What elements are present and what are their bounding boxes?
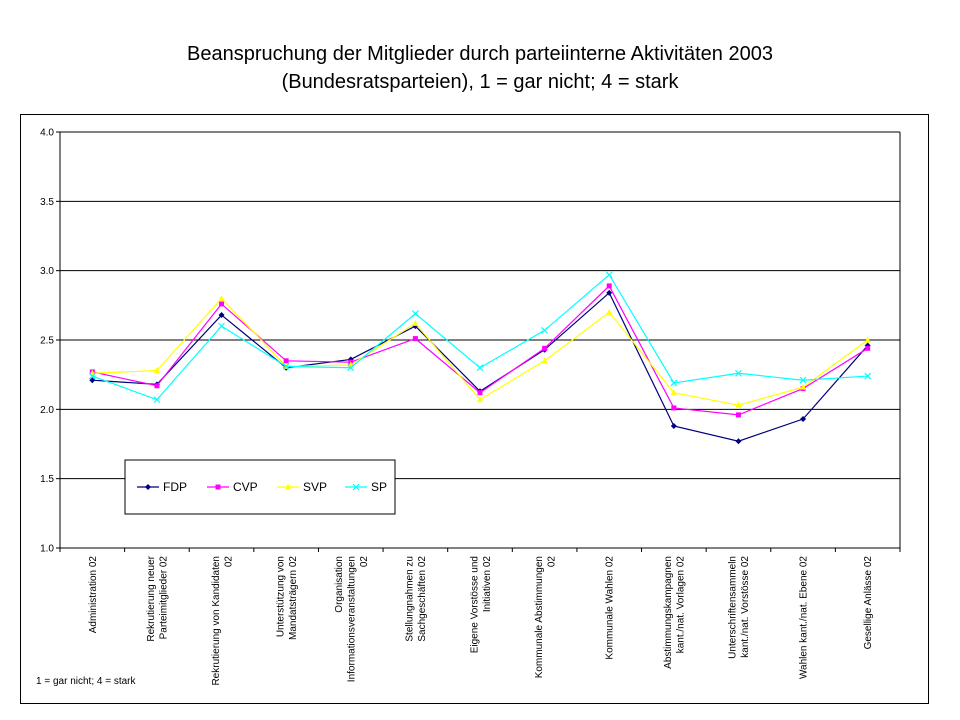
data-point-sp [605,271,613,279]
x-tick-label: Initiativen 02 [482,556,493,613]
legend-marker-fdp [145,484,151,490]
data-point-svp [477,396,483,403]
legend-label-svp: SVP [303,480,327,494]
data-point-cvp [412,336,418,342]
x-tick-label: Mandatsträgern 02 [288,556,299,640]
data-point-fdp [218,312,225,319]
y-tick-label: 4.0 [40,128,54,139]
x-tick-label: 02 [223,556,234,568]
x-tick-label: 02 [359,556,370,568]
data-point-sp [218,322,225,330]
x-tick-label: Unterschriftensammeln [728,556,739,659]
data-point-svp [218,294,225,301]
x-tick-label: Administration 02 [88,556,99,634]
data-point-cvp [477,390,483,396]
data-point-cvp [154,383,160,389]
data-point-sp [541,326,549,334]
data-point-cvp [283,358,289,364]
data-point-svp [606,308,613,315]
data-point-fdp [670,422,677,429]
data-point-svp [153,367,160,374]
data-point-sp [799,376,807,384]
chart-title-line-1: Beanspruchung der Mitglieder durch parte… [187,43,773,65]
data-point-svp [800,383,807,390]
data-point-cvp [606,283,612,289]
y-tick-label: 1.5 [40,474,54,485]
data-point-svp [670,389,677,396]
legend-label-sp: SP [371,480,387,494]
chart-title: Beanspruchung der Mitglieder durch parte… [0,40,960,96]
chart-title-line-2: (Bundesratsparteien), 1 = gar nicht; 4 =… [281,71,679,93]
data-point-fdp [800,416,807,423]
data-point-fdp [606,289,613,296]
y-tick-label: 2.5 [40,336,54,347]
data-point-svp [735,401,742,408]
x-tick-label: Kommunale Abstimmungen [534,556,545,678]
data-point-sp [153,396,161,404]
x-tick-label: Parteimitglieder 02 [159,556,170,640]
footnote: 1 = gar nicht; 4 = stark [36,676,136,687]
data-point-cvp [542,345,548,351]
data-point-fdp [89,377,96,384]
data-point-cvp [671,405,677,411]
x-tick-label: Stellungnahmen zu [405,556,416,642]
data-point-svp [864,336,871,343]
data-point-sp [411,310,419,318]
x-tick-label: Rekrutierung von Kandidaten [211,556,222,686]
data-point-sp [88,372,96,380]
legend-marker-svp [285,483,291,490]
x-tick-label: Gesellige Anlässe 02 [863,556,874,650]
data-point-cvp [735,412,741,418]
x-tick-label: kant./nat. Vorlagen 02 [676,556,687,654]
x-tick-label: Organisation [334,556,345,613]
y-tick-label: 2.0 [40,405,54,416]
series-line-sp [92,273,868,401]
data-point-sp [476,364,484,372]
legend-marker-cvp [215,484,221,490]
data-point-sp [735,369,742,377]
data-point-fdp [735,438,742,445]
data-point-cvp [219,301,225,307]
x-tick-label: Wahlen kant./nat. Ebene 02 [799,556,810,679]
y-tick-label: 3.5 [40,197,54,208]
x-tick-label: Rekrutierung neuer [146,555,157,641]
x-tick-label: Unterstützung von [275,556,286,637]
data-point-sp [282,362,290,370]
x-tick-label: kant./nat. Vorstösse 02 [740,556,751,658]
x-tick-label: Sachgeschäften 02 [417,556,428,642]
data-point-cvp [865,345,871,351]
data-point-svp [541,357,548,364]
x-tick-label: Abstimmungskampagnen [663,556,674,669]
legend-label-fdp: FDP [163,480,187,494]
data-point-svp [412,319,419,326]
y-tick-label: 3.0 [40,266,54,277]
x-tick-label: 02 [546,556,557,568]
y-tick-label: 1.0 [40,544,54,555]
data-point-sp [670,379,678,387]
x-tick-label: Informationsveranstaltungen [346,556,357,682]
legend-marker-sp [352,483,360,491]
data-point-sp [864,372,872,380]
x-tick-label: Kommunale Wahlen 02 [605,556,616,660]
x-tick-label: Eigene Vorstösse und [469,556,480,653]
legend-label-cvp: CVP [233,480,258,494]
series-line-cvp [92,284,869,416]
data-point-sp [347,364,355,372]
